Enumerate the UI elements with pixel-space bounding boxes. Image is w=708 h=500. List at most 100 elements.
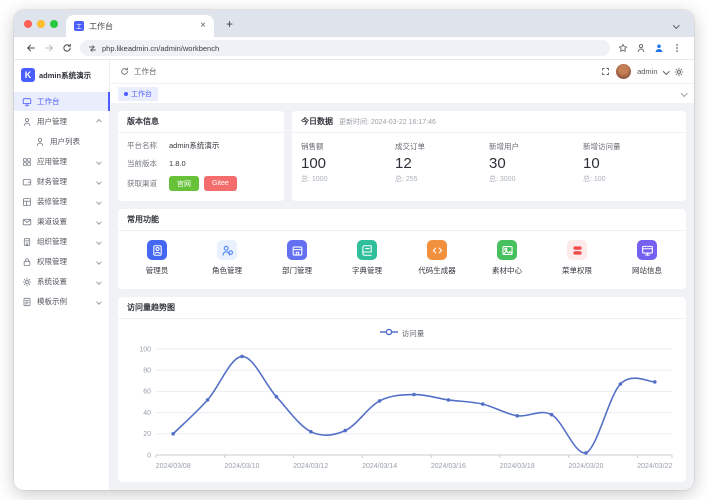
sidebar-item-system-settings[interactable]: 系统设置 [14, 272, 109, 291]
feature-role-management[interactable]: 角色管理 [192, 240, 262, 280]
chevron-down-icon [96, 218, 102, 225]
sidebar-item-label: 用户管理 [37, 117, 67, 126]
today-card-title: 今日数据 [301, 117, 333, 126]
x-axis-tick-label: 2024/03/12 [293, 463, 328, 470]
stat-total: 总: 255 [395, 176, 418, 183]
browser-window: 工 工作台 × + php.likeadmin.cn/admin/workben… [14, 10, 694, 490]
chevron-down-icon[interactable] [680, 90, 687, 97]
chevron-up-icon [96, 118, 102, 125]
fullscreen-icon[interactable] [601, 67, 610, 76]
data-point [481, 402, 485, 406]
version-row-label: 获取渠道 [127, 179, 157, 188]
sidebar-item-label: 用户列表 [50, 137, 80, 146]
sidebar-menu: 工作台用户管理用户列表应用管理财务管理装修管理渠道设置组织管理权限管理系统设置模… [14, 90, 110, 490]
version-row-value: 1.8.0 [169, 159, 186, 168]
sidebar-item-organization-management[interactable]: 组织管理 [14, 232, 109, 251]
sidebar-item-label: 应用管理 [37, 157, 67, 166]
feature-dictionary-management[interactable]: 字典管理 [332, 240, 402, 280]
close-window-button[interactable] [24, 19, 32, 28]
sidebar-item-user-management[interactable]: 用户管理 [14, 112, 109, 131]
header-actions: admin [601, 64, 684, 79]
settings-gear-icon[interactable] [674, 67, 684, 77]
new-tab-button[interactable]: + [226, 16, 234, 31]
profile-icon[interactable] [654, 43, 664, 53]
tab-workbench[interactable]: 工作台 [118, 86, 158, 101]
tab-favicon-icon: 工 [74, 21, 84, 31]
feature-material-center[interactable]: 素材中心 [472, 240, 542, 280]
minimize-window-button[interactable] [37, 19, 45, 28]
sidebar-item-user-list[interactable]: 用户列表 [14, 132, 109, 151]
sidebar-item-decoration-management[interactable]: 装修管理 [14, 192, 109, 211]
sidebar-item-application-management[interactable]: 应用管理 [14, 152, 109, 171]
address-bar[interactable]: php.likeadmin.cn/admin/workbench [80, 40, 610, 56]
site-info-icon[interactable] [88, 44, 97, 53]
y-axis-tick-label: 0 [147, 452, 151, 459]
feature-website-info[interactable]: 网站信息 [612, 240, 682, 280]
feature-label: 部门管理 [282, 266, 312, 275]
legend-swatch [379, 327, 398, 339]
arrow-left-icon [27, 44, 35, 52]
sidebar-item-permission-management[interactable]: 权限管理 [14, 252, 109, 271]
data-point [240, 354, 244, 359]
browser-tab[interactable]: 工 工作台 × [66, 15, 214, 37]
refresh-icon [121, 67, 128, 75]
today-card-header: 今日数据 更新时间: 2024-03-22 16:17:46 [292, 111, 686, 133]
menu-pills-icon [572, 245, 582, 255]
data-point [377, 399, 382, 403]
tab-search-button[interactable] [668, 12, 685, 36]
stat-new-visits: 新增访问量 10 总: 100 [583, 141, 677, 184]
browser-tabstrip: 工 工作台 × + [14, 10, 694, 37]
x-axis-tick-label: 2024/03/18 [500, 463, 535, 470]
sidebar-item-label: 渠道设置 [37, 217, 67, 226]
extension-icon[interactable] [636, 43, 646, 53]
bookmark-star-icon[interactable] [618, 43, 628, 53]
feature-menu-permission[interactable]: 菜单权限 [542, 240, 612, 280]
data-point [309, 429, 313, 434]
maximize-window-button[interactable] [50, 19, 58, 28]
sidebar-item-channel-settings[interactable]: 渠道设置 [14, 212, 109, 231]
x-axis: 2024/03/08 2024/03/10 2024/03/12 2024/03/14… [155, 455, 673, 470]
official-site-button[interactable]: 官网 [169, 176, 199, 191]
version-row-label: 当前版本 [127, 159, 157, 168]
stat-label: 新增访问量 [583, 142, 621, 151]
version-card-title: 版本信息 [118, 111, 284, 133]
dictionary-icon [361, 244, 372, 256]
avatar[interactable] [616, 64, 632, 79]
username[interactable]: admin [637, 67, 658, 76]
lock-icon [23, 257, 31, 266]
tab-label: 工作台 [131, 90, 152, 98]
chart-legend[interactable]: 访问量 [118, 319, 686, 339]
stat-total: 总: 1000 [301, 176, 328, 183]
forward-button[interactable] [44, 43, 54, 53]
chevron-down-icon[interactable] [662, 68, 669, 75]
stat-value: 30 [489, 155, 506, 172]
sidebar-item-label: 组织管理 [37, 237, 67, 246]
chevron-down-icon [96, 278, 102, 285]
monitor-icon [22, 97, 32, 106]
gitee-button[interactable]: Gitee [204, 176, 237, 191]
back-button[interactable] [26, 43, 36, 53]
feature-code-generator[interactable]: 代码生成器 [402, 240, 472, 280]
reload-button[interactable] [62, 43, 72, 53]
data-point [205, 398, 210, 402]
sidebar-item-template-example[interactable]: 模板示例 [14, 292, 109, 311]
chevron-down-icon [96, 158, 102, 165]
menu-dots-icon[interactable] [672, 43, 682, 53]
x-axis-tick-label: 2024/03/10 [224, 463, 259, 470]
sidebar-item-label: 财务管理 [37, 177, 67, 186]
y-axis-tick-label: 60 [143, 389, 151, 396]
sidebar-item-workbench[interactable]: 工作台 [14, 92, 110, 111]
app-grid-icon [23, 157, 31, 166]
feature-admin[interactable]: 管理员 [122, 240, 192, 280]
building-icon [23, 237, 31, 246]
active-dot-icon [124, 91, 128, 96]
sidebar-item-finance-management[interactable]: 财务管理 [14, 172, 109, 191]
tab-close-icon[interactable]: × [200, 20, 206, 31]
feature-label: 字典管理 [352, 266, 382, 275]
feature-department-management[interactable]: 部门管理 [262, 240, 332, 280]
x-axis-tick-label: 2024/03/22 [637, 463, 672, 470]
page-refresh-button[interactable] [120, 67, 129, 76]
sidebar-item-label: 系统设置 [37, 277, 67, 286]
today-data-card: 今日数据 更新时间: 2024-03-22 16:17:46 销售额 100 总: … [292, 111, 686, 201]
sidebar-item-label: 权限管理 [37, 257, 67, 266]
